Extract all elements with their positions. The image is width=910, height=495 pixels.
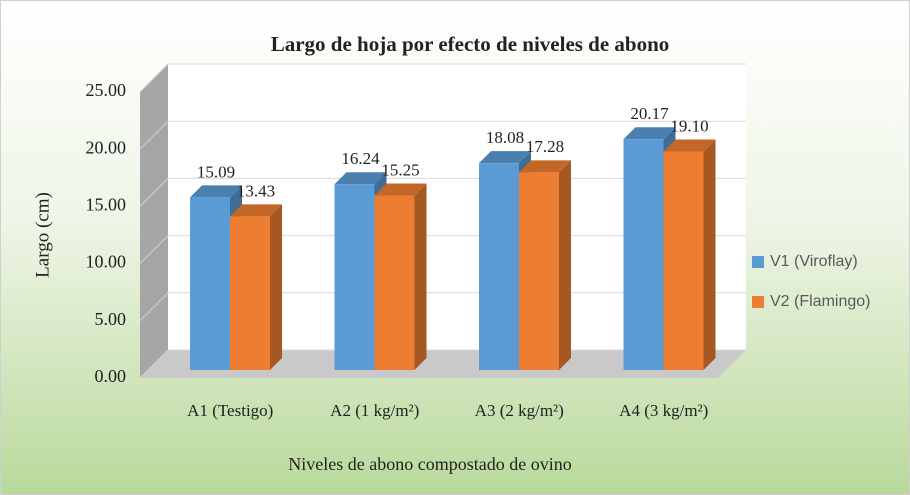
data-label: 18.08 [486,128,524,147]
x-tick-label: A1 (Testigo) [187,401,273,420]
data-label: 19.10 [670,116,708,135]
y-tick-label: 10.00 [86,252,127,272]
floor [140,350,746,378]
y-tick-label: 5.00 [95,309,127,329]
legend-swatch [752,256,764,268]
x-tick-label: A3 (2 kg/m²) [475,401,564,420]
bar-top [230,204,282,217]
bar-side [414,183,427,370]
bar-side [270,204,282,370]
x-tick-label: A4 (3 kg/m²) [619,401,708,420]
legend-label: V2 (Flamingo) [770,293,870,310]
y-axis-title: Largo (cm) [32,192,53,278]
bar [623,139,664,370]
bar-top [334,172,387,185]
data-label: 20.17 [630,104,669,123]
x-tick-label: A2 (1 kg/m²) [330,401,419,420]
legend-swatch [752,296,764,308]
chart-title: Largo de hoja por efecto de niveles de a… [271,32,670,56]
y-tick-label: 0.00 [95,366,127,386]
back-wall [168,64,746,350]
y-tick-label: 15.00 [86,195,127,215]
bar-side [703,139,716,370]
bar [519,172,559,370]
bar [374,195,415,370]
grid-line-side [139,349,169,379]
grid-line-side [139,178,169,207]
grid-line-side [139,235,169,264]
bar [190,197,230,370]
bar [230,216,270,370]
bar-top [479,151,531,164]
bar-top [519,160,571,173]
y-tick-label: 25.00 [86,80,127,100]
legend-label: V1 (Viroflay) [770,253,858,270]
data-label: 13.43 [237,181,275,200]
bar-top [623,127,676,140]
grid-line-side [139,63,169,93]
y-tick-label: 20.00 [86,137,127,157]
bar [663,151,704,370]
data-label: 15.09 [197,162,235,181]
bar-side [559,160,571,370]
bar-top [663,139,716,152]
bar-top [190,185,242,198]
bar [479,163,519,370]
data-label: 15.25 [381,160,419,179]
data-label: 16.24 [341,149,380,168]
data-label: 17.28 [526,137,564,156]
grid-line-side [139,120,169,150]
x-axis-title: Niveles de abono compostado de ovino [288,454,571,474]
side-wall [140,64,168,378]
bar-top [374,183,427,196]
bar [334,184,375,370]
grid-line-side [139,292,169,322]
